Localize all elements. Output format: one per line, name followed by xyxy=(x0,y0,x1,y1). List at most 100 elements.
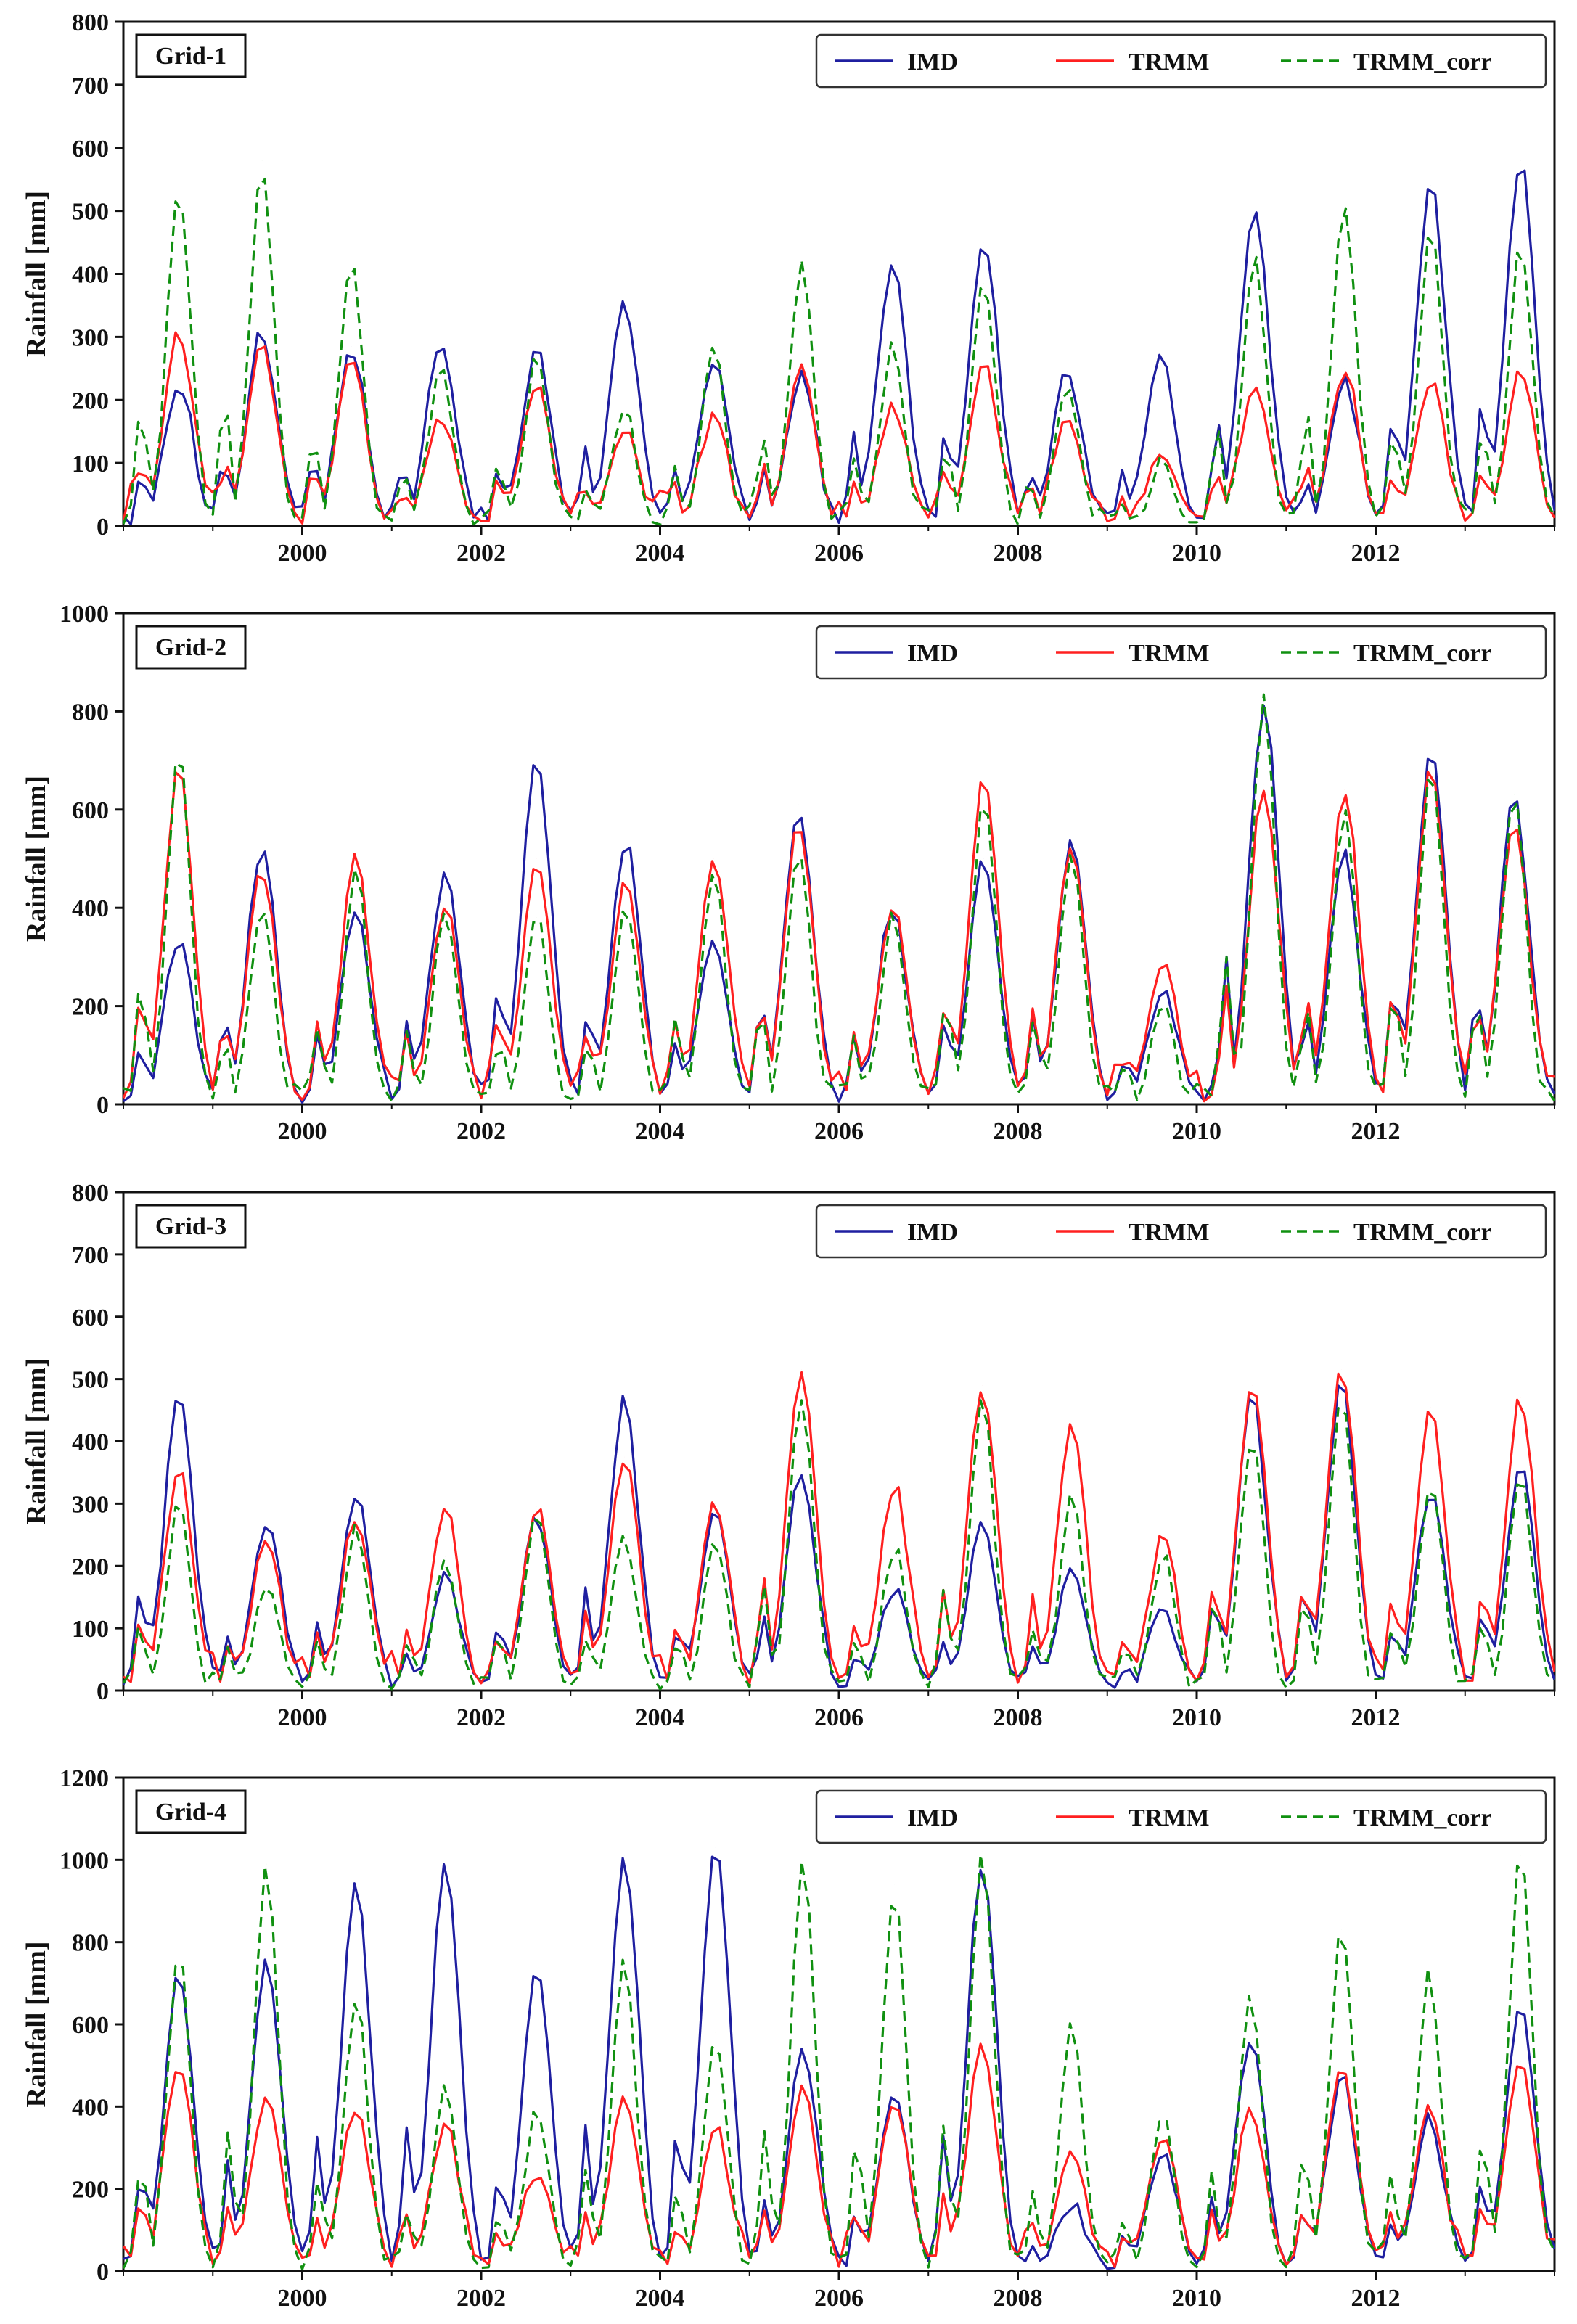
chart-panel-3: 0 100 200 300 400 500 600 700 800 2000 2002 2004 200… xyxy=(21,1180,1556,1731)
legend: IMD TRMM TRMM_corr xyxy=(815,33,1547,89)
grid-label: Grid-4 xyxy=(155,1799,226,1826)
y-axis-label: Rainfall [mm] xyxy=(21,1358,52,1524)
grid-label-box: Grid-4 xyxy=(135,1789,247,1834)
x-tick-label: 2010 xyxy=(1172,1704,1221,1731)
y-tick-label: 400 xyxy=(72,895,109,922)
legend-label-imd: IMD xyxy=(907,49,958,75)
y-axis-label: Rainfall [mm] xyxy=(21,776,52,942)
plot-frame xyxy=(122,612,1556,1106)
grid-label: Grid-3 xyxy=(155,1213,226,1240)
legend-label-trmm_corr: TRMM_corr xyxy=(1353,640,1492,667)
legend-frame xyxy=(815,625,1547,680)
y-tick-label: 800 xyxy=(72,9,109,36)
legend-label-trmm: TRMM xyxy=(1129,1804,1209,1831)
x-tick-label: 2004 xyxy=(636,2285,685,2312)
x-tick-label: 2004 xyxy=(636,1118,685,1145)
x-tick-label: 2012 xyxy=(1351,1118,1401,1145)
plot-frame xyxy=(122,20,1556,527)
x-tick-label: 2002 xyxy=(456,1704,506,1731)
series-line-trmm_corr xyxy=(123,1399,1555,1691)
grid-label: Grid-1 xyxy=(155,43,226,70)
x-tick-label: 2008 xyxy=(994,540,1043,567)
y-tick-label: 800 xyxy=(72,699,109,726)
y-tick-label: 500 xyxy=(72,199,109,226)
x-tick-label: 2010 xyxy=(1172,540,1221,567)
chart-panel-4: 0 200 400 600 800 1000 1200 2000 2002 2004 2006 200… xyxy=(21,1765,1556,2312)
chart-panel-2: 0 200 400 600 800 1000 2000 2002 2004 2006 2008 201… xyxy=(21,601,1556,1145)
grid-label-box: Grid-2 xyxy=(135,625,247,670)
legend-frame xyxy=(815,1204,1547,1259)
legend: IMD TRMM TRMM_corr xyxy=(815,1204,1547,1259)
y-tick-label: 600 xyxy=(72,1305,109,1331)
y-tick-label: 200 xyxy=(72,1553,109,1580)
y-tick-label: 100 xyxy=(72,1616,109,1643)
series-line-imd xyxy=(123,169,1555,526)
grid-label-box: Grid-1 xyxy=(135,33,247,78)
x-tick-label: 2008 xyxy=(994,1704,1043,1731)
series-line-trmm_corr xyxy=(123,1853,1555,2271)
y-tick-label: 600 xyxy=(72,797,109,824)
series-group xyxy=(123,160,1555,526)
y-tick-label: 0 xyxy=(97,1678,109,1705)
x-tick-label: 2002 xyxy=(456,1118,506,1145)
grid-label-frame xyxy=(135,625,247,670)
x-tick-label: 2002 xyxy=(456,540,506,567)
legend: IMD TRMM TRMM_corr xyxy=(815,1789,1547,1844)
x-tick-label: 2006 xyxy=(814,540,864,567)
x-tick-label: 2006 xyxy=(814,1704,864,1731)
grid-label-frame xyxy=(135,1789,247,1834)
x-tick-label: 2010 xyxy=(1172,2285,1221,2312)
legend-label-trmm: TRMM xyxy=(1129,640,1209,667)
x-tick-label: 2012 xyxy=(1351,2285,1401,2312)
y-tick-label: 0 xyxy=(97,1092,109,1119)
x-tick-label: 2006 xyxy=(814,2285,864,2312)
grid-label-frame xyxy=(135,1204,247,1249)
legend-label-imd: IMD xyxy=(907,1219,958,1246)
legend-label-imd: IMD xyxy=(907,640,958,667)
y-tick-label: 200 xyxy=(72,994,109,1021)
series-line-trmm xyxy=(123,771,1555,1103)
x-tick-label: 2000 xyxy=(278,2285,327,2312)
y-tick-label: 600 xyxy=(72,2012,109,2039)
x-tick-label: 2012 xyxy=(1351,540,1401,567)
x-tick-label: 2006 xyxy=(814,1118,864,1145)
y-tick-label: 600 xyxy=(72,136,109,163)
y-tick-label: 300 xyxy=(72,1491,109,1518)
y-tick-label: 800 xyxy=(72,1930,109,1957)
x-tick-label: 2000 xyxy=(278,540,327,567)
y-tick-label: 400 xyxy=(72,262,109,289)
y-axis-label: Rainfall [mm] xyxy=(21,191,52,357)
y-tick-label: 1000 xyxy=(60,1847,109,1874)
grid-label: Grid-2 xyxy=(155,634,226,661)
y-tick-label: 800 xyxy=(72,1180,109,1207)
x-tick-label: 2000 xyxy=(278,1118,327,1145)
series-line-imd xyxy=(123,1384,1555,1689)
y-tick-label: 0 xyxy=(97,514,109,541)
y-tick-label: 500 xyxy=(72,1367,109,1394)
legend-label-trmm: TRMM xyxy=(1129,49,1209,75)
grid-label-box: Grid-3 xyxy=(135,1204,247,1249)
y-tick-label: 200 xyxy=(72,2177,109,2204)
x-tick-label: 2000 xyxy=(278,1704,327,1731)
y-tick-label: 1200 xyxy=(60,1765,109,1792)
y-tick-label: 200 xyxy=(72,387,109,414)
series-line-trmm xyxy=(123,1371,1555,1685)
x-tick-label: 2008 xyxy=(994,1118,1043,1145)
y-tick-label: 100 xyxy=(72,451,109,477)
series-group xyxy=(123,1369,1555,1691)
x-tick-label: 2004 xyxy=(636,1704,685,1731)
legend-label-trmm_corr: TRMM_corr xyxy=(1353,1804,1492,1831)
series-line-trmm_corr xyxy=(123,693,1555,1102)
chart-panel-1: 0 100 200 300 400 500 600 700 800 2000 2002 2004 200… xyxy=(21,9,1556,567)
y-tick-label: 300 xyxy=(72,324,109,351)
legend-label-trmm: TRMM xyxy=(1129,1219,1209,1246)
y-tick-label: 400 xyxy=(72,1429,109,1456)
grid-label-frame xyxy=(135,33,247,78)
y-tick-label: 700 xyxy=(72,1242,109,1269)
y-tick-label: 700 xyxy=(72,73,109,99)
series-line-trmm_corr xyxy=(123,178,1555,526)
x-tick-label: 2010 xyxy=(1172,1118,1221,1145)
legend-label-trmm_corr: TRMM_corr xyxy=(1353,49,1492,75)
x-tick-label: 2002 xyxy=(456,2285,506,2312)
